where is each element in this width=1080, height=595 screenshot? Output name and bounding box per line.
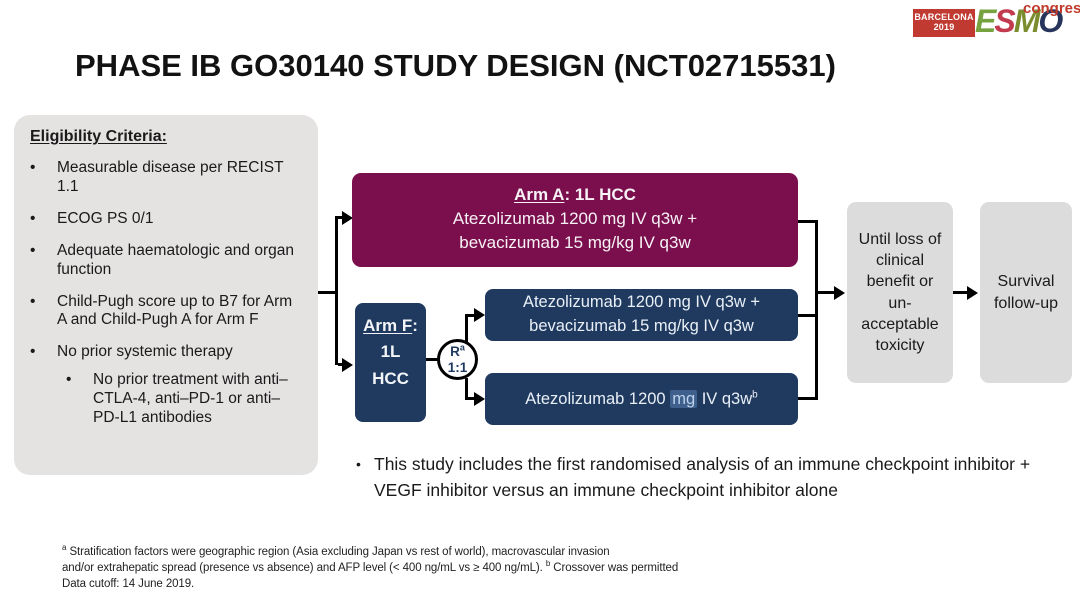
barcelona-year: 2019 bbox=[933, 22, 955, 33]
flow-arrowhead-icon bbox=[342, 211, 353, 225]
survival-followup-text: Survival follow-up bbox=[993, 273, 1059, 312]
eligibility-item-text: Measurable disease per RECIST 1.1 bbox=[57, 159, 284, 195]
randomization-circle: Ra 1:1 bbox=[437, 339, 478, 380]
connector-line bbox=[318, 291, 338, 294]
arm-a-title: Arm A: 1L HCC bbox=[352, 183, 798, 207]
barcelona-label: BARCELONA bbox=[914, 12, 974, 22]
footnote-sup-b: b bbox=[545, 559, 551, 569]
eligibility-item-text: Adequate haematologic and organ function bbox=[57, 241, 294, 278]
footnote-text-2: Crossover was permitted Data cutoff: 14 … bbox=[62, 562, 679, 591]
list-item: • Measurable disease per RECIST 1.1 bbox=[30, 159, 304, 197]
until-loss-box: Until loss of clinical benefit or un- ac… bbox=[847, 202, 953, 383]
bullet-icon: • bbox=[30, 343, 36, 361]
footnote-marker-a: a bbox=[459, 342, 465, 353]
arm-f-line: 1L bbox=[380, 342, 401, 362]
combo-line2: bevacizumab 15 mg/kg IV q3w bbox=[529, 317, 754, 335]
footnote-text-1: Stratification factors were geographic r… bbox=[62, 546, 610, 575]
connector-line bbox=[953, 291, 969, 294]
connector-line bbox=[465, 397, 476, 400]
footnotes: a Stratification factors were geographic… bbox=[62, 544, 892, 592]
randomization-r: Ra bbox=[440, 342, 475, 360]
connector-line bbox=[815, 291, 835, 294]
list-sub-item: • No prior treatment with anti–CTLA-4, a… bbox=[66, 371, 304, 428]
arm-a-regimen-line1: Atezolizumab 1200 mg IV q3w + bbox=[452, 209, 698, 229]
esmo-letter-m: M bbox=[1013, 3, 1041, 39]
mono-text-pre: Atezolizumab 1200 bbox=[525, 389, 671, 408]
arm-a-label: Arm A bbox=[514, 185, 565, 204]
esmo-letter-e: E bbox=[975, 3, 996, 39]
combo-treatment-box: Atezolizumab 1200 mg IV q3w + bevacizuma… bbox=[485, 289, 798, 341]
flow-arrowhead-icon bbox=[474, 308, 485, 322]
bullet-icon: • bbox=[66, 371, 72, 389]
until-loss-text: Until loss of clinical benefit or un- ac… bbox=[858, 231, 942, 354]
barcelona-2019-badge: BARCELONA 2019 bbox=[913, 9, 975, 37]
mono-treatment-box: Atezolizumab 1200 mg IV q3wb bbox=[485, 373, 798, 425]
arm-a-label-suffix: : 1L HCC bbox=[564, 185, 636, 204]
connector-line bbox=[798, 220, 818, 223]
bullet-icon: • bbox=[356, 456, 361, 472]
randomization-ratio: 1:1 bbox=[447, 359, 468, 375]
congress-label: congress bbox=[1023, 0, 1080, 17]
arm-f-title: Arm F: bbox=[355, 313, 426, 339]
arm-f-label: Arm F bbox=[363, 316, 413, 335]
footnote-marker-b: b bbox=[752, 389, 758, 400]
list-item: • ECOG PS 0/1 bbox=[30, 210, 304, 229]
flow-arrowhead-icon bbox=[474, 392, 485, 406]
eligibility-criteria-box: Eligibility Criteria: • Measurable disea… bbox=[14, 115, 318, 475]
eligibility-item-text: No prior systemic therapy bbox=[57, 343, 233, 361]
arm-a-regimen-line2: bevacizumab 15 mg/kg IV q3w bbox=[459, 233, 691, 253]
mono-text-post: IV q3w bbox=[697, 389, 753, 408]
eligibility-sub-item-text: No prior treatment with anti–CTLA-4, ant… bbox=[93, 371, 288, 427]
flow-arrowhead-icon bbox=[834, 286, 845, 300]
connector-line bbox=[465, 378, 468, 400]
eligibility-item-text: Child-Pugh score up to B7 for Arm A and … bbox=[57, 292, 293, 329]
connector-line bbox=[815, 220, 818, 400]
flow-arrowhead-icon bbox=[967, 286, 978, 300]
bullet-icon: • bbox=[30, 292, 36, 310]
eligibility-heading: Eligibility Criteria: bbox=[30, 128, 167, 145]
connector-line bbox=[465, 314, 476, 317]
esmo-letter-o: O bbox=[1038, 3, 1063, 39]
esmo-letter-s: S bbox=[994, 3, 1015, 39]
mono-line: Atezolizumab 1200 mg IV q3wb bbox=[485, 389, 798, 409]
arm-f-line: HCC bbox=[372, 368, 409, 388]
survival-followup-box: Survival follow-up bbox=[980, 202, 1072, 383]
list-item: • Child-Pugh score up to B7 for Arm A an… bbox=[30, 293, 304, 331]
arm-f-label-suffix: : bbox=[412, 316, 418, 335]
bullet-icon: • bbox=[30, 209, 36, 227]
connector-line bbox=[465, 316, 468, 342]
arm-f-box: Arm F: 1L HCC bbox=[355, 303, 426, 422]
combo-line1: Atezolizumab 1200 mg IV q3w + bbox=[522, 293, 761, 312]
eligibility-item-text: ECOG PS 0/1 bbox=[57, 209, 154, 227]
list-item: • Adequate haematologic and organ functi… bbox=[30, 242, 304, 280]
connector-line bbox=[798, 397, 818, 400]
mg-highlight: mg bbox=[670, 389, 698, 408]
arm-a-box: Arm A: 1L HCC Atezolizumab 1200 mg IV q3… bbox=[352, 173, 798, 267]
study-note: • This study includes the first randomis… bbox=[356, 451, 1032, 504]
list-item: • No prior systemic therapy bbox=[30, 343, 304, 362]
study-note-text: This study includes the first randomised… bbox=[374, 454, 1031, 501]
connector-line bbox=[335, 216, 338, 365]
esmo-wordmark: ESMO bbox=[975, 3, 1063, 40]
connector-line bbox=[798, 314, 818, 317]
footnote-sup-a: a bbox=[62, 543, 67, 553]
flow-arrowhead-icon bbox=[342, 358, 353, 372]
r-letter: R bbox=[450, 343, 460, 359]
bullet-icon: • bbox=[30, 159, 36, 176]
bullet-icon: • bbox=[30, 241, 36, 259]
esmo-congress-logo: BARCELONA 2019 ESMO congress bbox=[905, 0, 1080, 48]
page-title: PHASE IB GO30140 STUDY DESIGN (NCT027155… bbox=[75, 48, 836, 83]
connector-line bbox=[426, 358, 438, 361]
